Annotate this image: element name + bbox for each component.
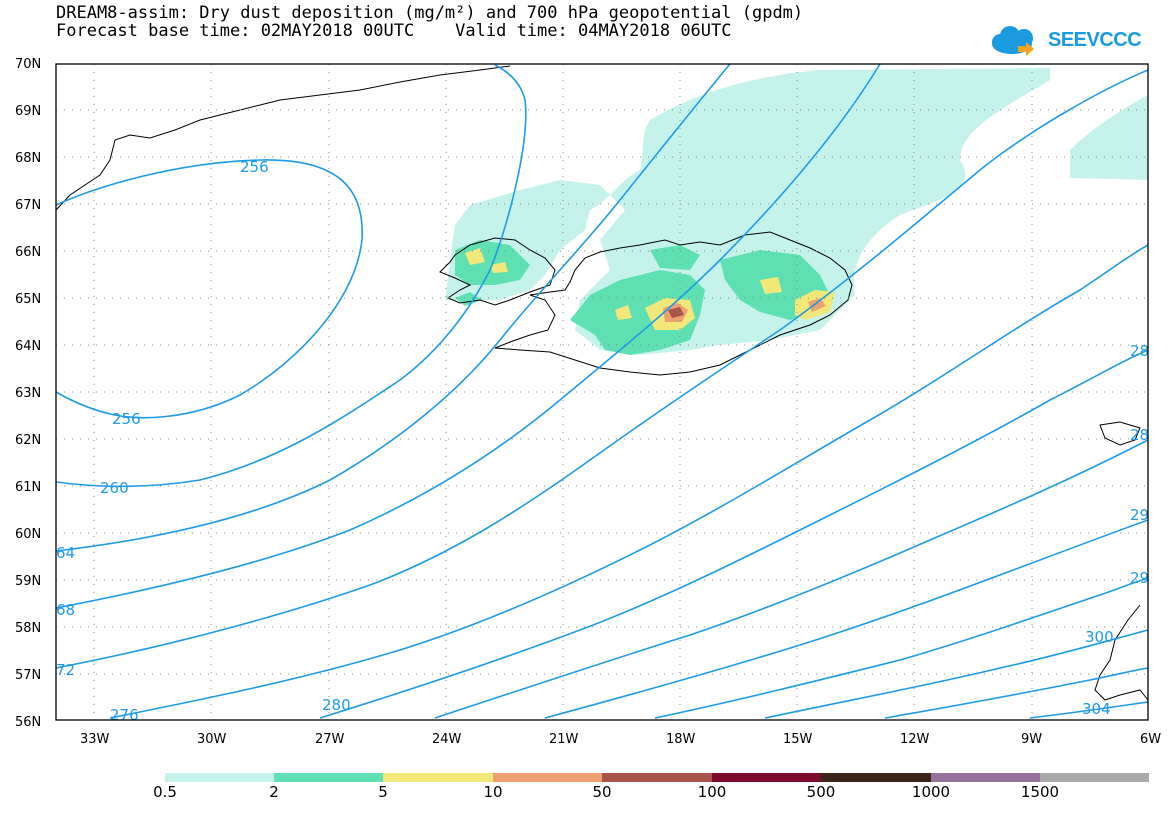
colorbar-label: 1000 bbox=[911, 783, 951, 801]
lat-label: 61N bbox=[15, 480, 41, 495]
lat-axis: 70N 69N 68N 67N 66N 65N 64N 63N 62N 61N … bbox=[15, 57, 41, 730]
contour-label: 280 bbox=[322, 696, 351, 714]
colorbar-segment bbox=[274, 773, 383, 782]
logo-text: SEEVCCC bbox=[1048, 29, 1142, 51]
colorbar-label: 2 bbox=[269, 783, 279, 801]
lat-label: 56N bbox=[15, 715, 41, 730]
lon-label: 21W bbox=[549, 732, 579, 747]
contour-label: 28 bbox=[1130, 426, 1149, 444]
contour-label: 256 bbox=[240, 158, 269, 176]
contour-label: 72 bbox=[56, 661, 75, 679]
lat-label: 70N bbox=[15, 57, 41, 72]
colorbar-label: 0.5 bbox=[153, 783, 177, 801]
lon-label: 6W bbox=[1140, 732, 1161, 747]
lat-label: 64N bbox=[15, 339, 41, 354]
lon-label: 24W bbox=[432, 732, 462, 747]
contour-label: 300 bbox=[1085, 628, 1114, 646]
lon-label: 15W bbox=[783, 732, 813, 747]
lon-axis: 33W 30W 27W 24W 21W 18W 15W 12W 9W 6W bbox=[80, 732, 1161, 747]
lat-label: 58N bbox=[15, 621, 41, 636]
colorbar-label: 100 bbox=[697, 783, 727, 801]
contour-label: 29 bbox=[1130, 569, 1149, 587]
lat-label: 68N bbox=[15, 151, 41, 166]
colorbar-segment bbox=[493, 773, 602, 782]
colorbar-label: 1500 bbox=[1020, 783, 1060, 801]
lon-label: 9W bbox=[1021, 732, 1042, 747]
lon-label: 30W bbox=[197, 732, 227, 747]
lon-label: 18W bbox=[666, 732, 696, 747]
contour-label: 256 bbox=[112, 410, 141, 428]
geopotential-contours bbox=[55, 63, 1149, 719]
colorbar-segment bbox=[602, 773, 712, 782]
lat-label: 66N bbox=[15, 245, 41, 260]
lat-label: 65N bbox=[15, 292, 41, 307]
seevccc-logo: SEEVCCC bbox=[990, 22, 1142, 56]
lat-label: 63N bbox=[15, 386, 41, 401]
colorbar-segment bbox=[821, 773, 931, 782]
colorbar-label: 500 bbox=[806, 783, 836, 801]
lat-label: 62N bbox=[15, 433, 41, 448]
contour-label: 260 bbox=[100, 479, 129, 497]
lat-label: 57N bbox=[15, 668, 41, 683]
coastlines bbox=[55, 65, 1149, 701]
colorbar-segment bbox=[1040, 773, 1149, 782]
colorbar-segment bbox=[383, 773, 493, 782]
cloud-arrow-icon bbox=[992, 26, 1034, 56]
lon-label: 33W bbox=[80, 732, 110, 747]
graticule bbox=[56, 64, 1148, 720]
lon-label: 12W bbox=[900, 732, 930, 747]
colorbar-segment bbox=[165, 773, 274, 782]
contour-label: 276 bbox=[110, 706, 139, 724]
contour-label: 304 bbox=[1082, 700, 1111, 718]
contour-label: 64 bbox=[56, 544, 75, 562]
map-title-line1: DREAM8-assim: Dry dust deposition (mg/m²… bbox=[56, 3, 804, 23]
map-frame bbox=[55, 63, 1149, 721]
colorbar-segment bbox=[712, 773, 821, 782]
lon-label: 27W bbox=[315, 732, 345, 747]
lat-label: 67N bbox=[15, 198, 41, 213]
colorbar-segment bbox=[931, 773, 1040, 782]
map-title-line2: Forecast base time: 02MAY2018 00UTC Vali… bbox=[56, 21, 732, 41]
contour-label: 68 bbox=[56, 601, 75, 619]
colorbar-label: 5 bbox=[378, 783, 388, 801]
contour-label: 28 bbox=[1130, 342, 1149, 360]
colorbar-label: 10 bbox=[483, 783, 503, 801]
lat-label: 59N bbox=[15, 574, 41, 589]
lat-label: 69N bbox=[15, 104, 41, 119]
colorbar-label: 50 bbox=[592, 783, 612, 801]
contour-label: 29 bbox=[1130, 506, 1149, 524]
lat-label: 60N bbox=[15, 527, 41, 542]
